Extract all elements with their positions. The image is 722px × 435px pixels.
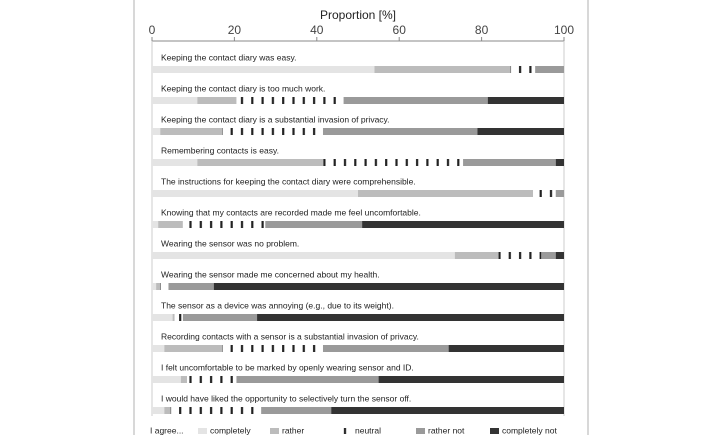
bar-segment (477, 128, 564, 135)
bar-segment (152, 128, 161, 135)
bar-segment (236, 97, 344, 104)
legend-swatch (198, 428, 207, 434)
bar-segment (156, 283, 161, 290)
bar-segment (180, 376, 188, 383)
bar-segment (261, 407, 332, 414)
category-label: Recording contacts with a sensor is a su… (161, 331, 419, 341)
bar-segment (555, 190, 564, 197)
bar-segment (222, 128, 323, 135)
legend-swatch (416, 428, 425, 434)
bar-segment (174, 314, 183, 321)
x-axis-title: Proportion [%] (320, 8, 396, 22)
bar-segment (498, 252, 542, 259)
bar-segment (152, 252, 455, 259)
legend-label: rather (282, 425, 304, 435)
legend-swatch (490, 428, 499, 434)
bar-segment (322, 345, 449, 352)
legend-label: neutral (355, 425, 381, 435)
category-label: Keeping the contact diary is too much wo… (161, 83, 325, 93)
x-tick-label: 60 (393, 23, 407, 37)
bar-segment (322, 128, 478, 135)
bar-segment (448, 345, 564, 352)
bar-segment (236, 376, 379, 383)
x-tick-label: 20 (228, 23, 242, 37)
category-label: Keeping the contact diary was easy. (161, 52, 296, 62)
bar-segment (535, 66, 564, 73)
bar-segment (152, 159, 198, 166)
bar-segment (172, 314, 175, 321)
bar-segment (182, 221, 266, 228)
bar-segment (160, 283, 169, 290)
bar-segment (152, 97, 198, 104)
bar-segment (187, 376, 237, 383)
bar-segment (358, 190, 534, 197)
bar-segment (152, 345, 165, 352)
bar-segment (362, 221, 564, 228)
category-label: Keeping the contact diary is a substanti… (161, 114, 390, 124)
x-tick-label: 40 (310, 23, 324, 37)
x-tick-label: 80 (475, 23, 489, 37)
bar-segment (343, 97, 488, 104)
category-label: Wearing the sensor was no problem. (161, 238, 299, 248)
x-tick-label: 100 (554, 23, 574, 37)
legend-label: rather not (428, 425, 465, 435)
bar-segment (152, 314, 173, 321)
legend-title: I agree... (150, 425, 184, 435)
bar-segment (378, 376, 564, 383)
category-label: The instructions for keeping the contact… (161, 176, 416, 186)
bar-segment (510, 66, 536, 73)
bar-segment (265, 221, 363, 228)
legend-label: completely (210, 425, 251, 435)
legend-label: completely not (502, 425, 557, 435)
category-label: I felt uncomfortable to be marked by ope… (161, 362, 414, 372)
bar-segment (170, 407, 262, 414)
x-tick-label: 0 (149, 23, 156, 37)
bar-segment (487, 97, 564, 104)
bar-segment (555, 159, 564, 166)
bar-segment (555, 252, 564, 259)
category-label: The sensor as a device was annoying (e.g… (161, 300, 394, 310)
bar-segment (160, 128, 223, 135)
bar-segment (197, 97, 237, 104)
bar-segment (197, 159, 323, 166)
category-label: I would have liked the opportunity to se… (161, 393, 411, 403)
bar-segment (222, 345, 323, 352)
bar-segment (164, 407, 171, 414)
bar-segment (168, 283, 214, 290)
bar-segment (322, 159, 464, 166)
bar-segment (152, 407, 165, 414)
bar-segment (331, 407, 564, 414)
bar-segment (164, 345, 223, 352)
bar-segment (533, 190, 556, 197)
bar-segment (541, 252, 556, 259)
bar-segment (463, 159, 556, 166)
bar-segment (152, 190, 358, 197)
bar-segment (374, 66, 511, 73)
bar-segment (454, 252, 499, 259)
bar-segment (152, 376, 181, 383)
bar-segment (152, 66, 375, 73)
bar-segment (182, 314, 258, 321)
bar-segment (152, 283, 157, 290)
bar-segment (152, 221, 159, 228)
category-label: Remembering contacts is easy. (161, 145, 279, 155)
category-label: Wearing the sensor made me concerned abo… (161, 269, 380, 279)
bar-segment (257, 314, 564, 321)
legend-swatch (270, 428, 279, 434)
category-label: Knowing that my contacts are recorded ma… (161, 207, 421, 217)
bar-segment (158, 221, 183, 228)
bar-segment (213, 283, 565, 290)
legend-swatch (343, 428, 352, 434)
